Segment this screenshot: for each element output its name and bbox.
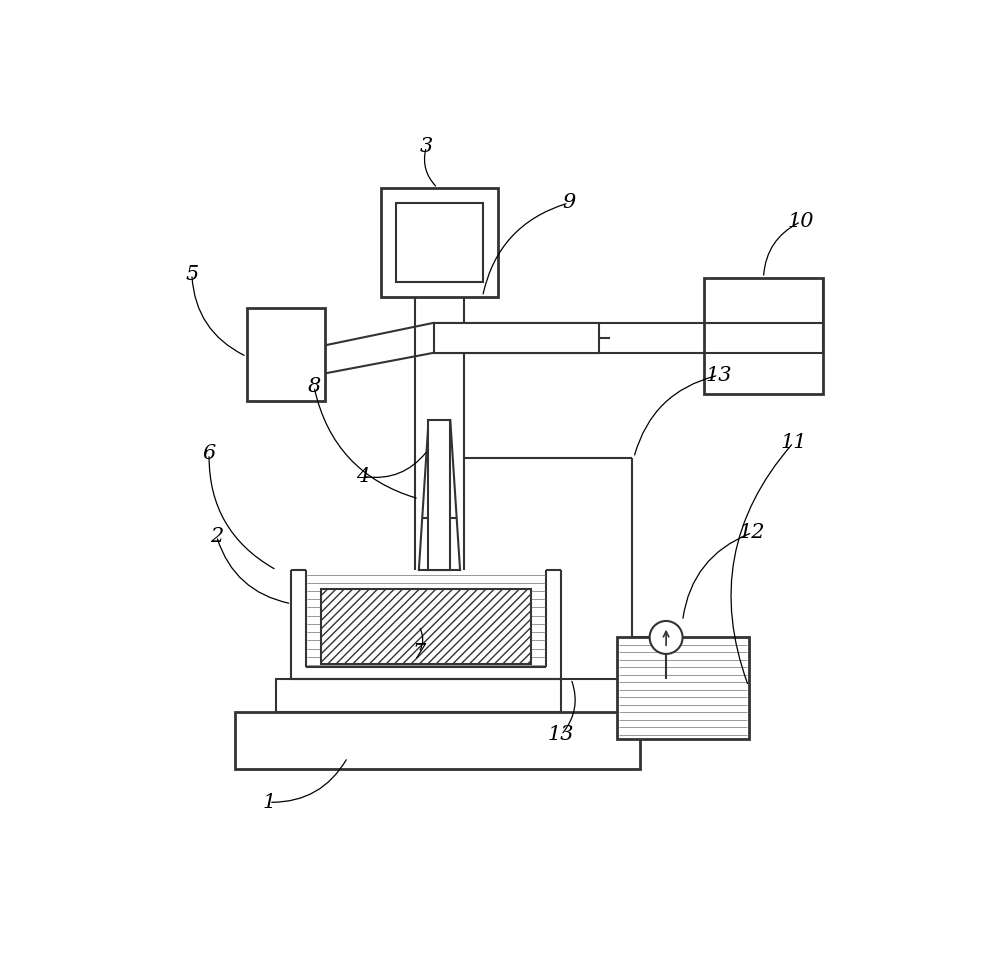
Text: 10: 10 [788, 212, 814, 232]
Text: 7: 7 [412, 643, 425, 662]
Bar [321, 589, 531, 664]
Text: 6: 6 [202, 445, 216, 463]
Text: 13: 13 [548, 725, 574, 744]
Text: 11: 11 [780, 433, 807, 452]
Bar [235, 712, 640, 769]
Bar [396, 203, 483, 281]
Bar [704, 278, 823, 394]
Circle shape [650, 621, 683, 654]
Text: 9: 9 [562, 194, 575, 212]
Bar [276, 679, 561, 712]
Bar [381, 188, 498, 297]
Bar [247, 307, 325, 402]
Text: 1: 1 [262, 793, 276, 811]
Text: 5: 5 [185, 265, 198, 283]
Text: 3: 3 [420, 137, 433, 157]
Text: 4: 4 [356, 467, 369, 486]
Text: 13: 13 [705, 366, 732, 384]
Bar [428, 420, 450, 570]
Text: 12: 12 [739, 523, 765, 542]
Text: 2: 2 [210, 526, 223, 546]
Bar [617, 637, 749, 739]
Text: 8: 8 [307, 377, 321, 396]
Bar [434, 323, 599, 353]
